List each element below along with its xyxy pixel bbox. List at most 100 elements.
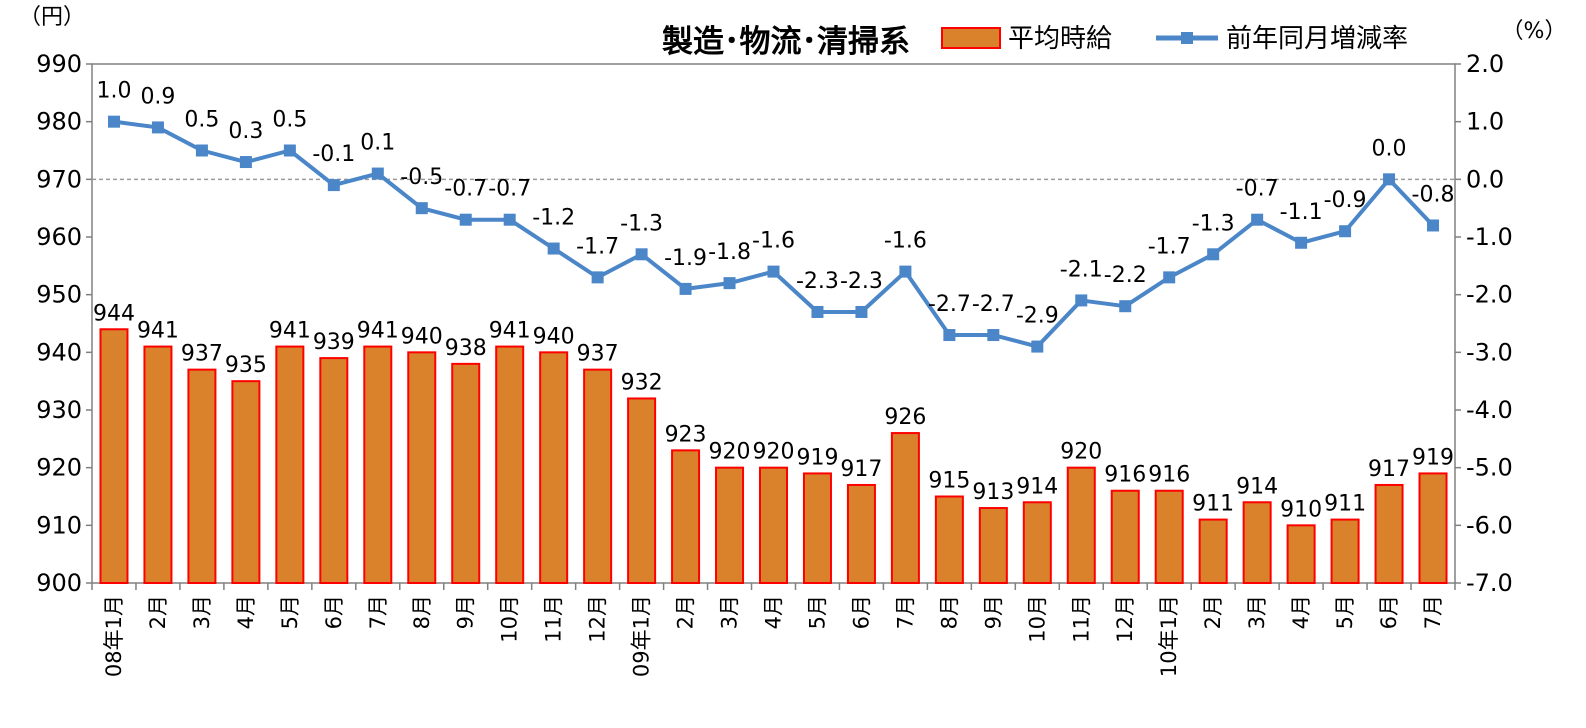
rate-value-label: 0.1: [360, 131, 395, 156]
bar: [1330, 518, 1360, 584]
x-axis-category-label: 2月: [1201, 595, 1225, 629]
bar-value-label: 911: [1324, 492, 1366, 517]
rate-value-label: 0.9: [140, 84, 175, 109]
bar-value-label: 944: [93, 301, 135, 326]
bar: [1418, 472, 1448, 584]
bar: [1374, 483, 1404, 585]
x-axis-category-label: 6月: [322, 595, 346, 629]
left-axis-tick-label: 900: [36, 569, 82, 597]
rate-value-label: -1.1: [1280, 200, 1323, 225]
rate-marker: [811, 305, 824, 318]
x-axis-category-label: 5月: [805, 595, 829, 629]
bar-value-label: 915: [928, 469, 970, 494]
rate-marker: [1383, 173, 1396, 186]
left-axis-tick-label: 940: [36, 338, 82, 366]
bar-value-label: 938: [445, 336, 487, 361]
rate-marker: [239, 156, 252, 169]
rate-value-label: -1.2: [532, 206, 575, 231]
right-axis-tick-label: -6.0: [1466, 511, 1513, 539]
bar: [890, 432, 920, 585]
rate-value-label: -0.1: [312, 142, 355, 167]
left-axis-tick-label: 970: [36, 165, 82, 193]
rate-value-label: 0.0: [1372, 136, 1407, 161]
x-axis-category-label: 3月: [718, 595, 742, 629]
x-axis-category-label: 5月: [1333, 595, 1357, 629]
rate-marker: [1251, 213, 1264, 226]
bar: [1154, 489, 1184, 585]
x-axis-category-label: 4月: [234, 595, 258, 629]
bar: [275, 345, 305, 585]
bar: [539, 351, 569, 585]
bar-value-label: 941: [137, 319, 179, 344]
bar: [363, 345, 393, 585]
bar-value-label: 923: [665, 422, 707, 447]
bar: [451, 362, 481, 584]
left-axis-tick-label: 920: [36, 454, 82, 482]
right-axis-tick-label: -7.0: [1466, 569, 1513, 597]
right-axis-tick-label: -5.0: [1466, 454, 1513, 482]
x-axis-category-label: 2月: [146, 595, 170, 629]
bar: [495, 345, 525, 585]
bar-value-label: 939: [313, 330, 355, 355]
right-axis-tick-label: -2.0: [1466, 281, 1513, 309]
rate-value-label: -2.7: [928, 292, 971, 317]
rate-value-label: -0.9: [1324, 188, 1367, 213]
bar-value-label: 920: [1060, 440, 1102, 465]
rate-marker: [459, 213, 472, 226]
legend-bar-label: 平均時給: [1008, 24, 1112, 54]
bar: [934, 495, 964, 584]
bar: [978, 507, 1008, 584]
rate-value-label: -1.3: [620, 211, 663, 236]
bar: [1022, 501, 1052, 584]
x-axis-category-label: 2月: [674, 595, 698, 629]
bar: [846, 483, 876, 585]
x-axis-category-label: 7月: [366, 595, 390, 629]
rate-value-label: -2.9: [1016, 304, 1059, 329]
bar: [407, 351, 437, 585]
left-axis-unit: （円）: [19, 5, 85, 30]
rate-marker: [415, 202, 428, 215]
bar-value-label: 914: [1016, 474, 1058, 499]
bar-value-label: 919: [1412, 445, 1454, 470]
rate-marker: [327, 179, 340, 192]
rate-marker: [547, 242, 560, 255]
rate-value-label: -0.7: [488, 177, 531, 202]
bar-value-label: 919: [796, 445, 838, 470]
x-axis-category-label: 11月: [542, 595, 566, 643]
bar-value-label: 916: [1104, 463, 1146, 488]
bar-value-label: 911: [1192, 492, 1234, 517]
rate-marker: [767, 265, 780, 278]
rate-marker: [195, 144, 208, 157]
x-axis-category-label: 5月: [278, 595, 302, 629]
left-axis-tick-label: 930: [36, 396, 82, 424]
rate-value-label: -2.3: [840, 269, 883, 294]
x-axis-category-label: 11月: [1069, 595, 1093, 643]
bar: [1242, 501, 1272, 584]
rate-value-label: -2.2: [1104, 263, 1147, 288]
bar-value-label: 940: [401, 324, 443, 349]
rate-marker: [1119, 300, 1132, 313]
bar: [1110, 489, 1140, 585]
x-axis-category-label: 10月: [498, 595, 522, 643]
bar-value-label: 926: [884, 405, 926, 430]
left-axis-tick-label: 910: [36, 511, 82, 539]
bar: [583, 368, 613, 584]
right-axis-tick-label: 2.0: [1466, 50, 1504, 78]
rate-value-label: 0.5: [272, 108, 307, 133]
bar-value-label: 941: [489, 319, 531, 344]
rate-marker: [855, 305, 868, 318]
bar: [231, 380, 261, 584]
x-axis-category-label: 12月: [586, 595, 610, 643]
bar-value-label: 932: [621, 370, 663, 395]
bar: [187, 368, 217, 584]
x-axis-category-label: 8月: [937, 595, 961, 629]
rate-marker: [107, 115, 120, 128]
rate-value-label: -2.7: [972, 292, 1015, 317]
rate-marker: [943, 329, 956, 342]
bar: [802, 472, 832, 584]
rate-value-label: -1.7: [1148, 234, 1191, 259]
x-axis-category-label: 10月: [1025, 595, 1049, 643]
legend-line-marker: [1181, 32, 1193, 44]
rate-value-label: -1.7: [576, 234, 619, 259]
legend-bar-swatch: [941, 27, 1001, 49]
